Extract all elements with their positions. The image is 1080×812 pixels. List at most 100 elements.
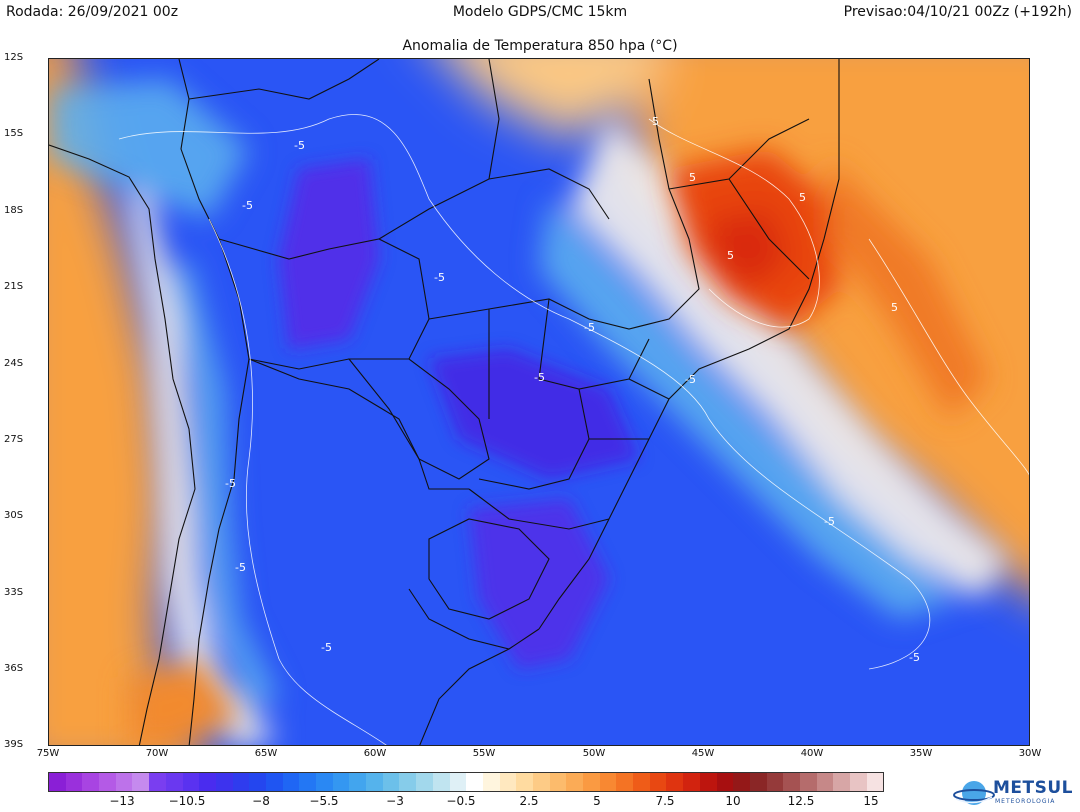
colorbar-swatch (783, 773, 800, 791)
contour-label: 5 (891, 301, 898, 314)
contour-label: -5 (909, 651, 920, 664)
forecast-date-label: Previsao:04/10/21 00Zz (+192h) (843, 4, 1072, 20)
colorbar-swatch (816, 773, 834, 791)
colorbar-swatch (482, 773, 500, 791)
contour-label: 5 (727, 249, 734, 262)
colorbar-swatch (199, 773, 216, 791)
colorbar-swatch (532, 773, 550, 791)
colorbar-swatch (299, 773, 316, 791)
lat-label: 27S (4, 434, 24, 445)
lat-label: 15S (4, 128, 24, 139)
colorbar-swatch (349, 773, 367, 791)
argentina-coast (419, 648, 510, 745)
paraguay-border (347, 358, 490, 480)
colorbar-swatch (850, 773, 867, 791)
contour-label: 5 (652, 115, 659, 128)
model-label: Modelo GDPS/CMC 15km (452, 4, 628, 20)
contour-label: -5 (321, 641, 332, 654)
colorbar-swatch (316, 773, 333, 791)
lat-label: 39S (4, 739, 24, 750)
lon-label: 65W (254, 748, 278, 759)
contour-plus5-ocean (868, 238, 1029, 476)
brazil-states (378, 59, 810, 530)
lon-label: 40W (800, 748, 824, 759)
colorbar-swatch (449, 773, 467, 791)
cold-core-central (429, 349, 639, 479)
colorbar-swatch (265, 773, 283, 791)
contour-label: 5 (689, 171, 696, 184)
colorbar-swatch (432, 773, 450, 791)
contour-label: -5 (294, 139, 305, 152)
colorbar-swatch (549, 773, 567, 791)
colorbar-label: 10 (725, 794, 741, 808)
contour-label: -5 (434, 271, 445, 284)
colorbar-swatch (516, 773, 533, 791)
colorbar-label: −8 (252, 794, 270, 808)
cold-core-south (469, 499, 609, 669)
contour-label: -5 (584, 321, 595, 334)
rio-plata (408, 588, 540, 650)
cool-zone-northwest (49, 79, 249, 219)
colorbar-swatch (649, 773, 667, 791)
colorbar-swatch (132, 773, 150, 791)
lat-label: 12S (4, 52, 24, 63)
contour-lines (118, 114, 1029, 745)
peru-brazil-border (188, 59, 380, 100)
colorbar-swatch (65, 773, 83, 791)
argentina-north-border (248, 358, 469, 490)
logo-wordmark: METSUL (993, 778, 1074, 798)
colorbar-swatch (182, 773, 200, 791)
colorbar-swatch (566, 773, 583, 791)
colorbar-swatch (616, 773, 634, 791)
lon-label: 70W (145, 748, 169, 759)
colorbar-swatch (215, 773, 233, 791)
contour-label: -5 (824, 515, 835, 528)
contour-label: 5 (799, 191, 806, 204)
lon-label: 75W (36, 748, 60, 759)
warm-anomaly-west (49, 59, 204, 745)
contour-plus5-east (648, 118, 820, 328)
contour-value-labels: -5 -5 -5 -5 -5 -5 -5 -5 -5 -5 -5 5 5 5 5… (225, 115, 920, 664)
colorbar-swatch (499, 773, 517, 791)
colorbar-swatch (82, 773, 100, 791)
warm-anomaly-north (449, 59, 659, 139)
logo-subtitle: METEOROLOGIA (995, 798, 1056, 805)
colorbar-swatch (766, 773, 784, 791)
colorbar-swatch (232, 773, 250, 791)
cool-zone-east (539, 199, 959, 619)
colorbar-swatch (115, 773, 133, 791)
colorbar-swatch (733, 773, 750, 791)
colorbar-swatch (866, 773, 884, 791)
colorbar-swatch (699, 773, 717, 791)
lon-label: 35W (909, 748, 933, 759)
colorbar-swatch (249, 773, 266, 791)
colorbar-label: −3 (386, 794, 404, 808)
lat-label: 33S (4, 587, 24, 598)
colorbar-label: −5.5 (309, 794, 339, 808)
uruguay-border (428, 518, 550, 620)
lon-label: 45W (691, 748, 715, 759)
colorbar-label: −0.5 (446, 794, 476, 808)
contour-minus5-west (208, 218, 387, 745)
colorbar-swatch (399, 773, 417, 791)
political-borders (49, 59, 840, 745)
lat-label: 24S (4, 358, 24, 369)
east-coastline (538, 59, 840, 630)
bolivia-border (218, 238, 430, 370)
andes-border (178, 59, 250, 745)
contour-label: -5 (242, 199, 253, 212)
map-title: Anomalia de Temperatura 850 hpa (°C) (402, 38, 678, 54)
neutral-zone-west (129, 179, 279, 745)
color-scale-bar (48, 772, 884, 792)
hot-coast (829, 159, 989, 419)
colorbar-swatch (382, 773, 400, 791)
colorbar-swatch (149, 773, 166, 791)
colorbar-label: −10.5 (168, 794, 206, 808)
colorbar-swatch (583, 773, 600, 791)
contour-label: -5 (225, 477, 236, 490)
colorbar-swatch (332, 773, 350, 791)
cool-zone-west (169, 259, 279, 709)
colorbar-swatch (633, 773, 650, 791)
colorbar-label: 2.5 (519, 794, 539, 808)
colorbar-swatch (666, 773, 684, 791)
